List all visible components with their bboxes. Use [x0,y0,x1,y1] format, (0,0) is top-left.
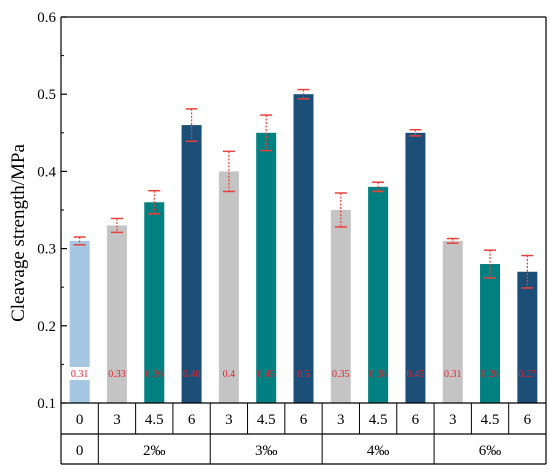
x-tick-label: 3 [449,412,457,428]
x-tick-label: 6 [300,412,308,428]
bar [368,186,389,403]
x-tick-label: 0 [76,412,84,428]
data-label: 0.31 [444,369,462,380]
bar [256,132,277,404]
bar [330,210,351,403]
x-tick-label: 6 [524,412,532,428]
y-axis-label: Cleavage strength/MPa [8,144,29,322]
y-tick-label: 0.5 [37,87,56,103]
bar [293,94,314,403]
data-label: 0.28 [481,369,499,380]
y-tick-label: 0.1 [37,396,56,412]
x-tick-label: 3 [337,412,345,428]
bar [517,271,538,403]
y-tick-label: 0.4 [37,164,56,180]
y-tick-label: 0.3 [37,242,56,258]
data-label: 0.35 [332,369,350,380]
data-label: 0.45 [407,369,425,380]
group-label: 0 [76,443,84,459]
data-label: 0.46 [183,369,201,380]
y-tick-label: 0.6 [37,10,56,26]
x-tick-label: 4.5 [145,412,164,428]
data-label: 0.38 [369,369,387,380]
x-tick-label: 4.5 [369,412,388,428]
plot-area: 0 3 4.5 6 3 4.5 6 3 4.5 6 3 4.5 6 0.31 0.33 0.36 0.46 0.4… [37,10,547,465]
bar [480,264,501,403]
data-label: 0.5 [297,369,310,380]
bar [405,132,426,404]
x-tick-label: 3 [225,412,233,428]
data-label: 0.4 [223,369,236,380]
data-label: 0.31 [71,369,89,380]
x-tick-label: 3 [113,412,121,428]
bar [106,225,127,403]
bar [144,202,165,403]
group-label: 3‰ [255,443,278,459]
bar [218,171,239,403]
data-label: 0.45 [257,369,275,380]
bar [442,240,463,403]
y-tick-label: 0.2 [37,319,56,335]
x-tick-label: 4.5 [257,412,276,428]
data-label: 0.36 [146,369,164,380]
group-label: 6‰ [479,443,502,459]
x-tick-label: 4.5 [481,412,500,428]
data-label: 0.27 [519,369,537,380]
group-label: 2‰ [143,443,166,459]
x-tick-label: 6 [412,412,420,428]
group-label: 4‰ [367,443,390,459]
data-label: 0.33 [108,369,126,380]
bar [69,240,90,403]
x-tick-label: 6 [188,412,196,428]
bar [181,125,202,403]
